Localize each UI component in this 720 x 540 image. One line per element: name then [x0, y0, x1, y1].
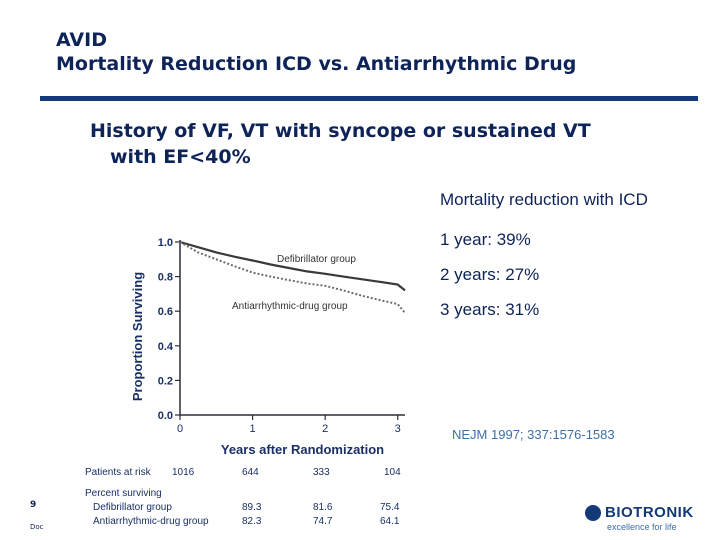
risk-count-2: 333: [313, 467, 330, 478]
drug-pct-2: 74.7: [313, 516, 333, 527]
legend-antiarrhythmic: Antiarrhythmic-drug group: [232, 301, 348, 312]
y-tick-label: 0.0: [158, 410, 173, 422]
defib-pct-3: 75.4: [380, 502, 400, 513]
percent-surviving-label: Percent surviving: [85, 488, 162, 499]
y-tick-label: 0.2: [158, 375, 173, 387]
subtitle-line-1: History of VF, VT with syncope or sustai…: [90, 120, 591, 142]
x-axis-title: Years after Randomization: [221, 442, 384, 457]
subtitle-line-2: with EF<40%: [110, 146, 251, 168]
chart-series: [179, 240, 406, 314]
legend-defibrillator: Defibrillator group: [277, 254, 356, 265]
title-line-2: Mortality Reduction ICD vs. Antiarrhythm…: [56, 53, 577, 75]
slide-title: AVID Mortality Reduction ICD vs. Antiarr…: [56, 28, 576, 76]
series-line-antiarrhythmic: [179, 241, 406, 314]
title-divider: [40, 96, 698, 101]
chart-labels: 0.0 0.2 0.4 0.6 0.8 1.0 0 1 2 3 Years after Random…: [130, 237, 401, 457]
footer-text: Doc: [30, 523, 44, 531]
x-tick-label: 2: [322, 423, 328, 435]
y-tick-label: 0.6: [158, 306, 173, 318]
defib-pct-1: 89.3: [242, 502, 262, 513]
stat-1-year: 1 year: 39%: [440, 230, 531, 249]
drug-pct-1: 82.3: [242, 516, 262, 527]
logo-mark-icon: [585, 505, 601, 521]
x-tick-label: 1: [250, 423, 256, 435]
citation: NEJM 1997; 337:1576-1583: [452, 427, 615, 442]
title-line-1: AVID: [56, 29, 107, 51]
y-tick-label: 0.8: [158, 272, 173, 284]
survival-chart: 0.0 0.2 0.4 0.6 0.8 1.0 0 1 2 3 Years after Random…: [130, 237, 406, 457]
patients-at-risk-label: Patients at risk: [85, 467, 151, 478]
stat-3-years: 3 years: 31%: [440, 300, 540, 319]
y-axis-title: Proportion Surviving: [130, 272, 145, 401]
drug-pct-3: 64.1: [380, 516, 400, 527]
page-number: 9: [30, 500, 37, 510]
chart-axes: [175, 240, 405, 420]
x-tick-label: 0: [177, 423, 183, 435]
logo-tagline: excellence for life: [607, 522, 677, 532]
defib-pct-2: 81.6: [313, 502, 333, 513]
stat-heading: Mortality reduction with ICD: [440, 190, 648, 209]
stat-2-years: 2 years: 27%: [440, 265, 540, 284]
row-label-drug: Antiarrhythmic-drug group: [93, 516, 209, 527]
risk-count-1: 644: [242, 467, 259, 478]
y-tick-label: 0.4: [158, 341, 174, 353]
risk-count-3: 104: [384, 467, 401, 478]
x-tick-label: 3: [395, 423, 401, 435]
logo-name: BIOTRONIK: [605, 504, 694, 521]
y-tick-label: 1.0: [158, 237, 173, 249]
slide-subtitle: History of VF, VT with syncope or sustai…: [90, 118, 591, 170]
risk-count-0: 1016: [172, 467, 195, 478]
biotronik-logo: BIOTRONIK excellence for life: [585, 504, 705, 538]
row-label-defibrillator: Defibrillator group: [93, 502, 172, 513]
series-line-defibrillator: [179, 240, 406, 292]
